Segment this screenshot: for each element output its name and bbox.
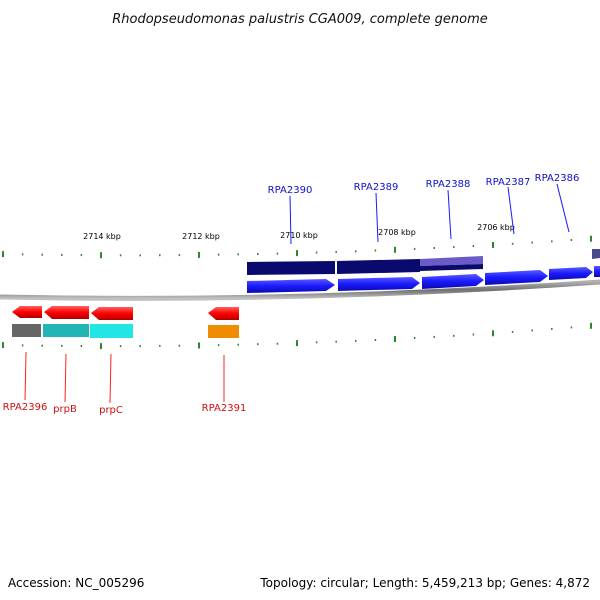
gene-rpa2387[interactable] (485, 270, 548, 285)
label-rpa2390[interactable]: RPA2390 (268, 185, 313, 196)
label-rpa2389[interactable]: RPA2389 (354, 182, 399, 193)
cds-edge[interactable] (592, 249, 600, 259)
genome-title: Rhodopseudomonas palustris CGA009, compl… (112, 12, 488, 27)
label-prpb[interactable]: prpB (53, 404, 77, 415)
gene-rpa2396[interactable] (12, 306, 42, 318)
gene-edge[interactable] (594, 266, 600, 277)
gene-rpa2391[interactable] (208, 307, 239, 320)
cds-rpa2389[interactable] (337, 259, 420, 274)
cds-rpa2390[interactable] (247, 261, 335, 275)
reverse-gene-track (12, 306, 239, 320)
scale-label-2708: 2708 kbp (378, 228, 416, 237)
gene-prpc[interactable] (91, 307, 133, 320)
scale-label-2712: 2712 kbp (182, 232, 220, 241)
label-prpc[interactable]: prpC (99, 405, 123, 416)
reverse-cds-track (12, 324, 239, 338)
gene-rpa2389[interactable] (338, 277, 420, 291)
cds-prpc[interactable] (90, 324, 133, 338)
gene-rpa2390[interactable] (247, 279, 335, 293)
gene-rpa2386[interactable] (549, 267, 593, 280)
forward-gene-track (247, 266, 600, 293)
label-rpa2386[interactable]: RPA2386 (535, 173, 580, 184)
scale-label-2706: 2706 kbp (477, 223, 515, 232)
label-rpa2396[interactable]: RPA2396 (3, 402, 48, 413)
accession-text: Accession: NC_005296 (8, 576, 144, 590)
reverse-leader-lines (24, 351, 225, 404)
genome-summary-text: Topology: circular; Length: 5,459,213 bp… (259, 576, 590, 590)
cds-prpb[interactable] (43, 324, 89, 337)
forward-leader-lines (289, 183, 570, 245)
scale-ticks-outer (2, 235, 592, 259)
genome-backbone (0, 279, 600, 301)
cds-rpa2391[interactable] (208, 325, 239, 338)
cds-rpa2396[interactable] (12, 324, 41, 337)
gene-rpa2388[interactable] (422, 274, 484, 289)
label-rpa2387[interactable]: RPA2387 (486, 177, 531, 188)
gene-prpb[interactable] (44, 306, 89, 319)
scale-label-2710: 2710 kbp (280, 231, 318, 240)
scale-label-2714: 2714 kbp (83, 232, 121, 241)
cds-rpa2388-dark[interactable] (420, 264, 483, 271)
label-rpa2391[interactable]: RPA2391 (202, 403, 247, 414)
scale-ticks-inner (2, 322, 592, 350)
forward-cds-track (247, 249, 600, 275)
cds-rpa2388-light[interactable] (420, 256, 483, 266)
label-rpa2388[interactable]: RPA2388 (426, 179, 471, 190)
